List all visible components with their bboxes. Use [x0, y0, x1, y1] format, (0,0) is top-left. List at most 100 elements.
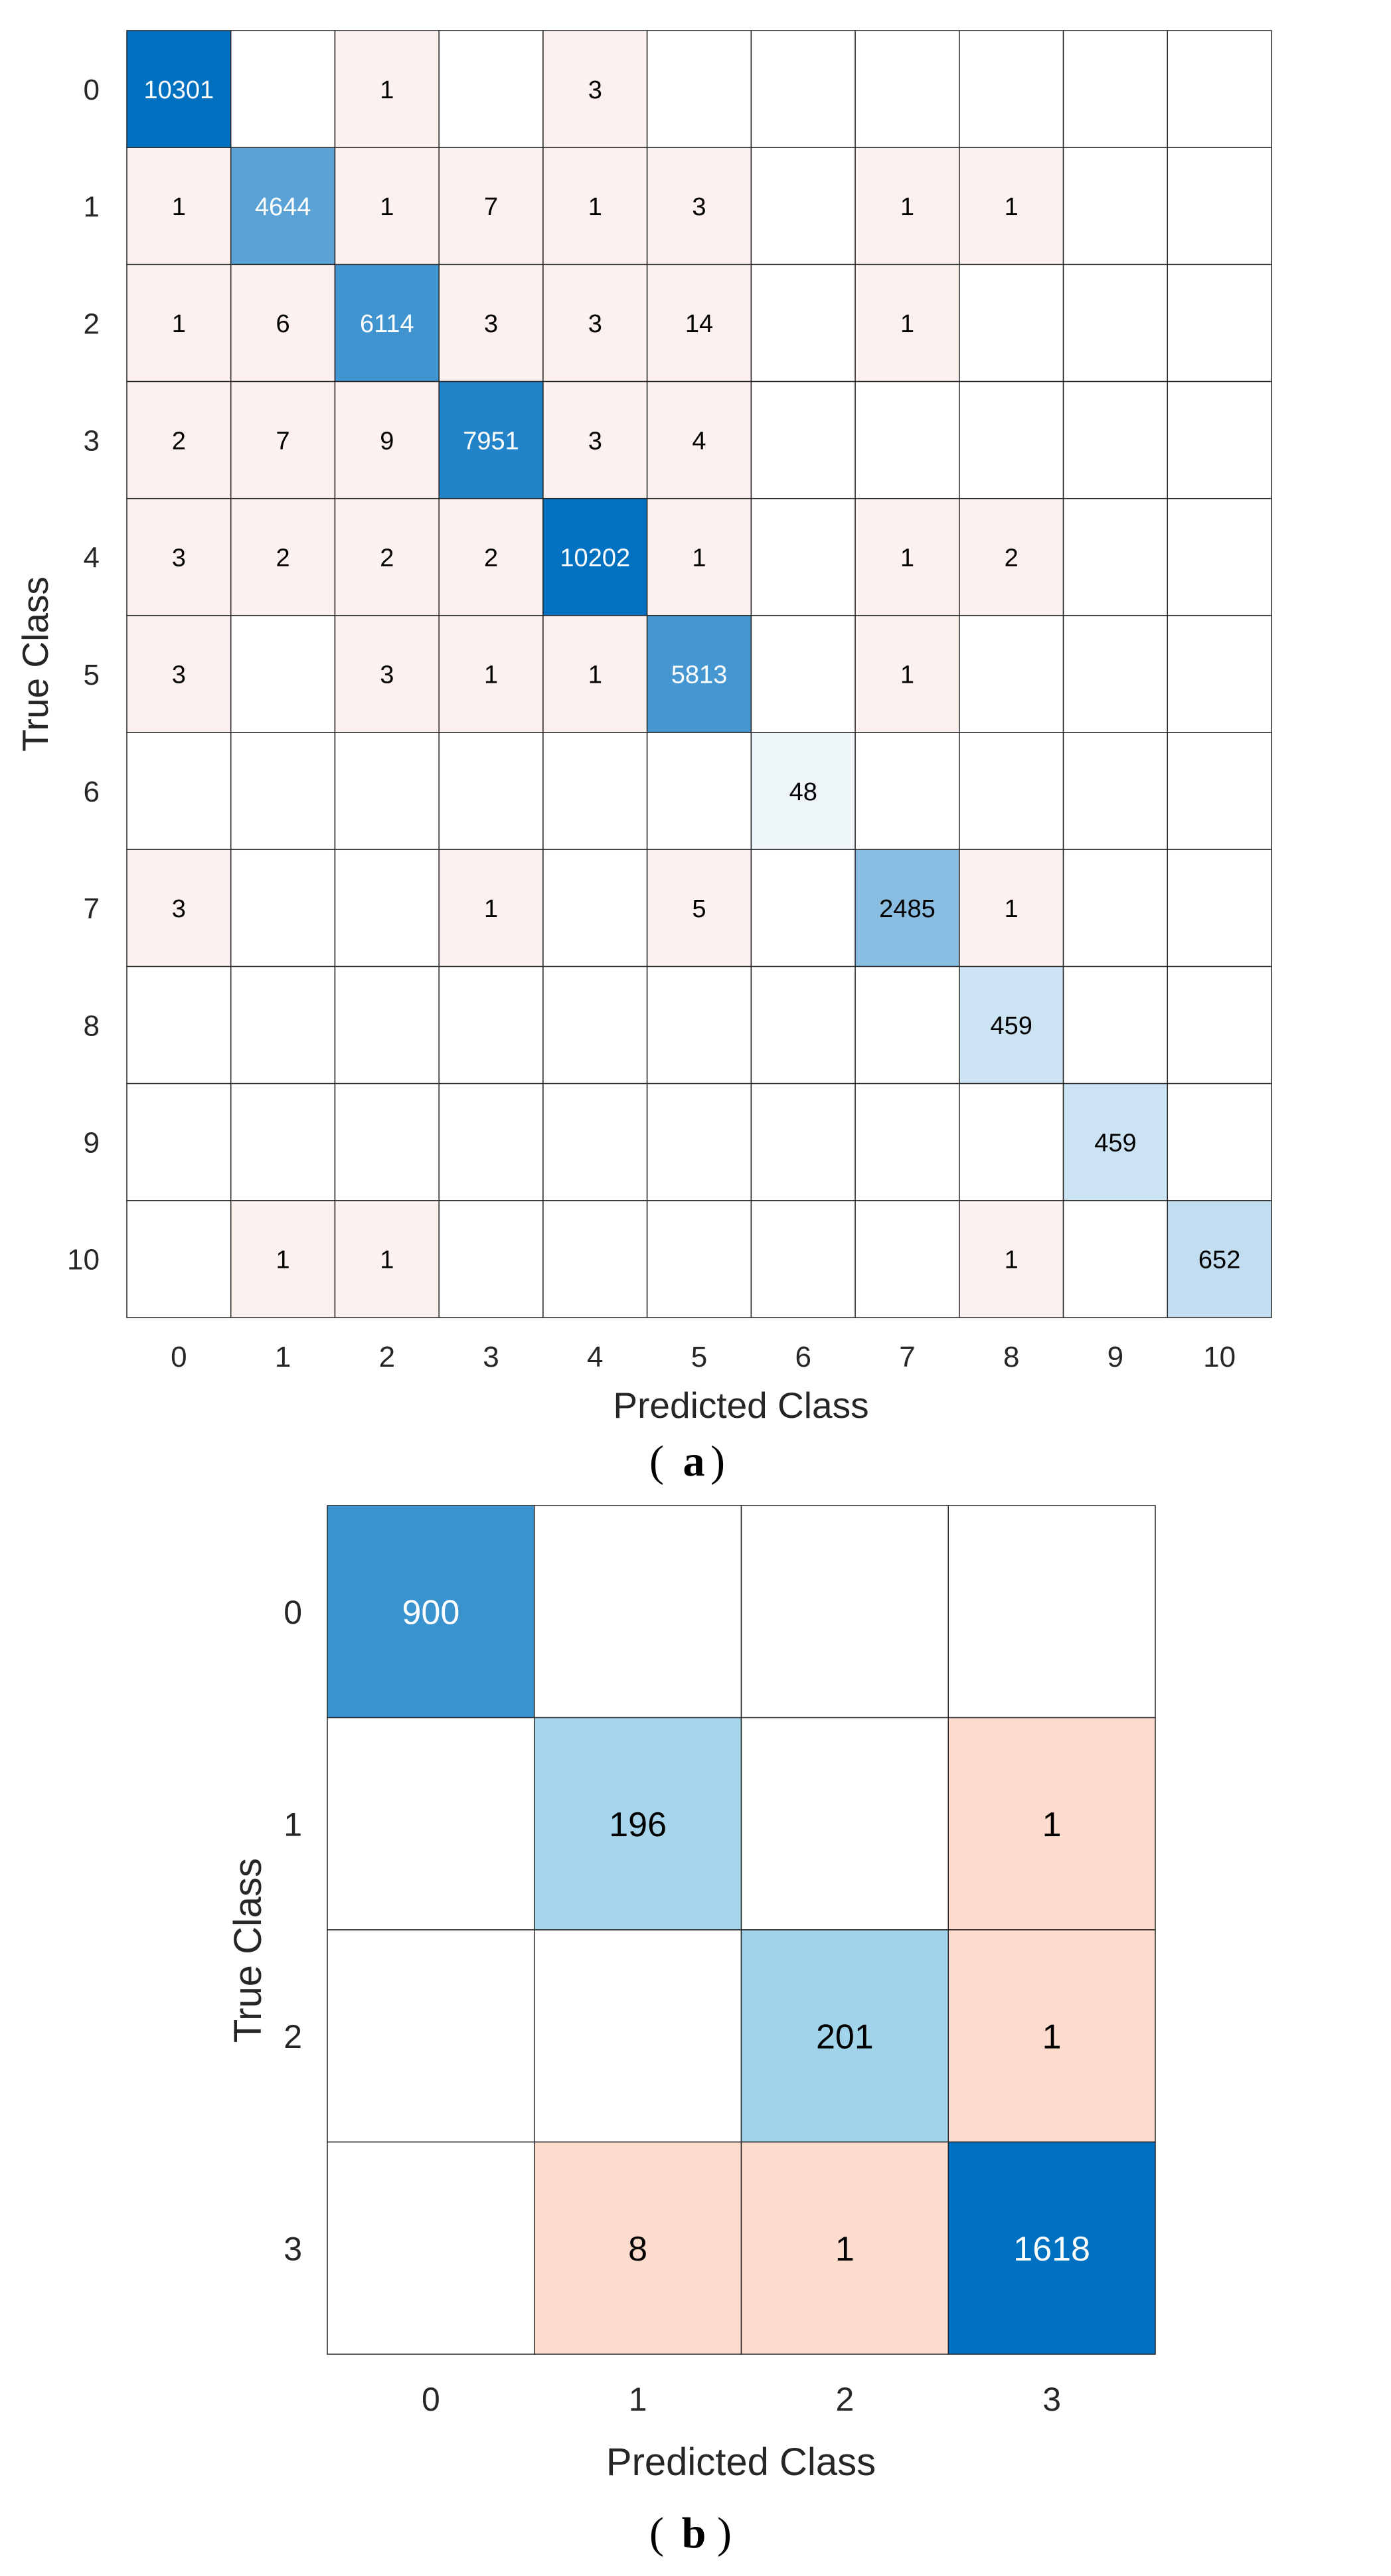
cell-value-a-3-0: 2 — [172, 427, 186, 455]
cell-a-8-9 — [1062, 966, 1169, 1084]
cell-a-8-4 — [542, 966, 648, 1084]
cell-value-b-3-2: 1 — [835, 2230, 855, 2269]
cell-a-6-1 — [230, 732, 336, 851]
cell-value-b-1-3: 1 — [1042, 1806, 1062, 1844]
cell-a-10-7 — [855, 1200, 960, 1318]
cell-a-5-8 — [959, 615, 1064, 733]
cell-a-2-3 — [438, 264, 544, 383]
x-tick-a-4: 4 — [587, 1341, 603, 1373]
cell-a-2-5 — [646, 264, 752, 383]
cell-a-7-6 — [750, 849, 856, 968]
cell-a-4-6 — [750, 497, 856, 616]
x-tick-b-3: 3 — [1042, 2381, 1061, 2418]
cell-a-1-6 — [750, 147, 856, 266]
cell-a-8-0 — [126, 966, 232, 1084]
cell-a-9-3 — [438, 1082, 544, 1201]
cell-value-a-1-5: 3 — [692, 193, 706, 221]
cell-a-1-10 — [1167, 147, 1272, 266]
cell-a-3-0 — [126, 381, 232, 499]
cell-a-5-9 — [1062, 615, 1169, 733]
cell-value-a-3-5: 4 — [692, 427, 706, 455]
cell-a-5-3 — [438, 615, 544, 733]
cell-value-a-10-1: 1 — [276, 1246, 290, 1274]
cell-b-1-2 — [740, 1717, 949, 1931]
cell-a-6-3 — [438, 732, 544, 851]
y-axis-label-b: True Class — [226, 1858, 270, 2043]
cell-value-a-5-3: 1 — [484, 661, 498, 689]
cell-a-8-5 — [646, 966, 752, 1084]
cell-value-a-2-5: 14 — [685, 310, 713, 338]
cell-a-0-7 — [855, 30, 960, 148]
cell-value-a-4-0: 3 — [172, 544, 186, 572]
cell-a-8-8 — [959, 966, 1064, 1084]
cell-value-a-1-1: 4644 — [255, 193, 311, 221]
cell-a-10-6 — [750, 1200, 856, 1318]
cell-value-b-3-3: 1618 — [1013, 2230, 1090, 2269]
cell-a-0-4 — [542, 30, 648, 148]
cell-b-2-1 — [534, 1929, 742, 2143]
x-tick-b-1: 1 — [629, 2381, 647, 2418]
y-tick-a-6: 6 — [84, 776, 100, 808]
cell-a-8-2 — [334, 966, 440, 1084]
cell-value-b-1-1: 196 — [609, 1806, 667, 1844]
x-tick-a-7: 7 — [899, 1341, 915, 1373]
y-tick-a-3: 3 — [84, 424, 100, 457]
cell-value-a-1-3: 7 — [484, 193, 498, 221]
cell-value-a-10-8: 1 — [1005, 1246, 1019, 1274]
cell-a-8-3 — [438, 966, 544, 1084]
cell-a-10-10 — [1167, 1200, 1272, 1318]
cell-a-2-6 — [750, 264, 856, 383]
cell-b-2-3 — [947, 1929, 1156, 2143]
cell-a-6-2 — [334, 732, 440, 851]
panel-label-a: ( a ) — [649, 1437, 725, 1486]
y-tick-a-1: 1 — [84, 191, 100, 223]
cell-value-a-4-5: 1 — [692, 544, 706, 572]
cell-value-a-6-6: 48 — [789, 778, 817, 806]
cell-a-8-6 — [750, 966, 856, 1084]
y-tick-b-2: 2 — [284, 2018, 302, 2055]
cell-a-5-4 — [542, 615, 648, 733]
cell-value-a-2-1: 6 — [276, 310, 290, 338]
y-tick-a-10: 10 — [67, 1244, 100, 1276]
cell-value-a-5-0: 3 — [172, 661, 186, 689]
cell-value-a-5-4: 1 — [588, 661, 602, 689]
cell-value-a-5-7: 1 — [900, 661, 914, 689]
cell-a-10-5 — [646, 1200, 752, 1318]
cell-a-5-1 — [230, 615, 336, 733]
svg-text:(: ( — [649, 1437, 664, 1486]
cell-a-6-10 — [1167, 732, 1272, 851]
cell-a-0-8 — [959, 30, 1064, 148]
cell-value-a-3-1: 7 — [276, 427, 290, 455]
cell-value-a-2-0: 1 — [172, 310, 186, 338]
cell-value-a-0-2: 1 — [380, 76, 394, 104]
cell-a-9-9 — [1062, 1082, 1169, 1201]
y-tick-a-4: 4 — [84, 542, 100, 574]
x-axis-label-a: Predicted Class — [613, 1385, 868, 1426]
y-tick-a-0: 0 — [84, 74, 100, 106]
cell-a-7-1 — [230, 849, 336, 968]
cell-value-a-4-1: 2 — [276, 544, 290, 572]
cell-a-10-8 — [959, 1200, 1064, 1318]
cell-a-1-9 — [1062, 147, 1169, 266]
cell-a-2-1 — [230, 264, 336, 383]
cell-b-1-0 — [327, 1717, 535, 1931]
panel-label-a-letter: a — [683, 1437, 705, 1486]
cell-a-3-8 — [959, 381, 1064, 499]
cell-a-0-6 — [750, 30, 856, 148]
cell-value-a-0-0: 10301 — [144, 76, 214, 104]
cell-a-6-5 — [646, 732, 752, 851]
cell-value-a-3-4: 3 — [588, 427, 602, 455]
cell-a-2-10 — [1167, 264, 1272, 383]
cell-a-10-2 — [334, 1200, 440, 1318]
cell-a-3-3 — [438, 381, 544, 499]
cell-a-7-7 — [855, 849, 960, 968]
cell-a-10-4 — [542, 1200, 648, 1318]
cell-a-5-10 — [1167, 615, 1272, 733]
svg-text:): ) — [717, 2509, 732, 2557]
cell-a-1-7 — [855, 147, 960, 266]
x-tick-a-5: 5 — [691, 1341, 707, 1373]
cell-a-6-8 — [959, 732, 1064, 851]
cell-value-a-4-3: 2 — [484, 544, 498, 572]
cell-a-7-10 — [1167, 849, 1272, 968]
